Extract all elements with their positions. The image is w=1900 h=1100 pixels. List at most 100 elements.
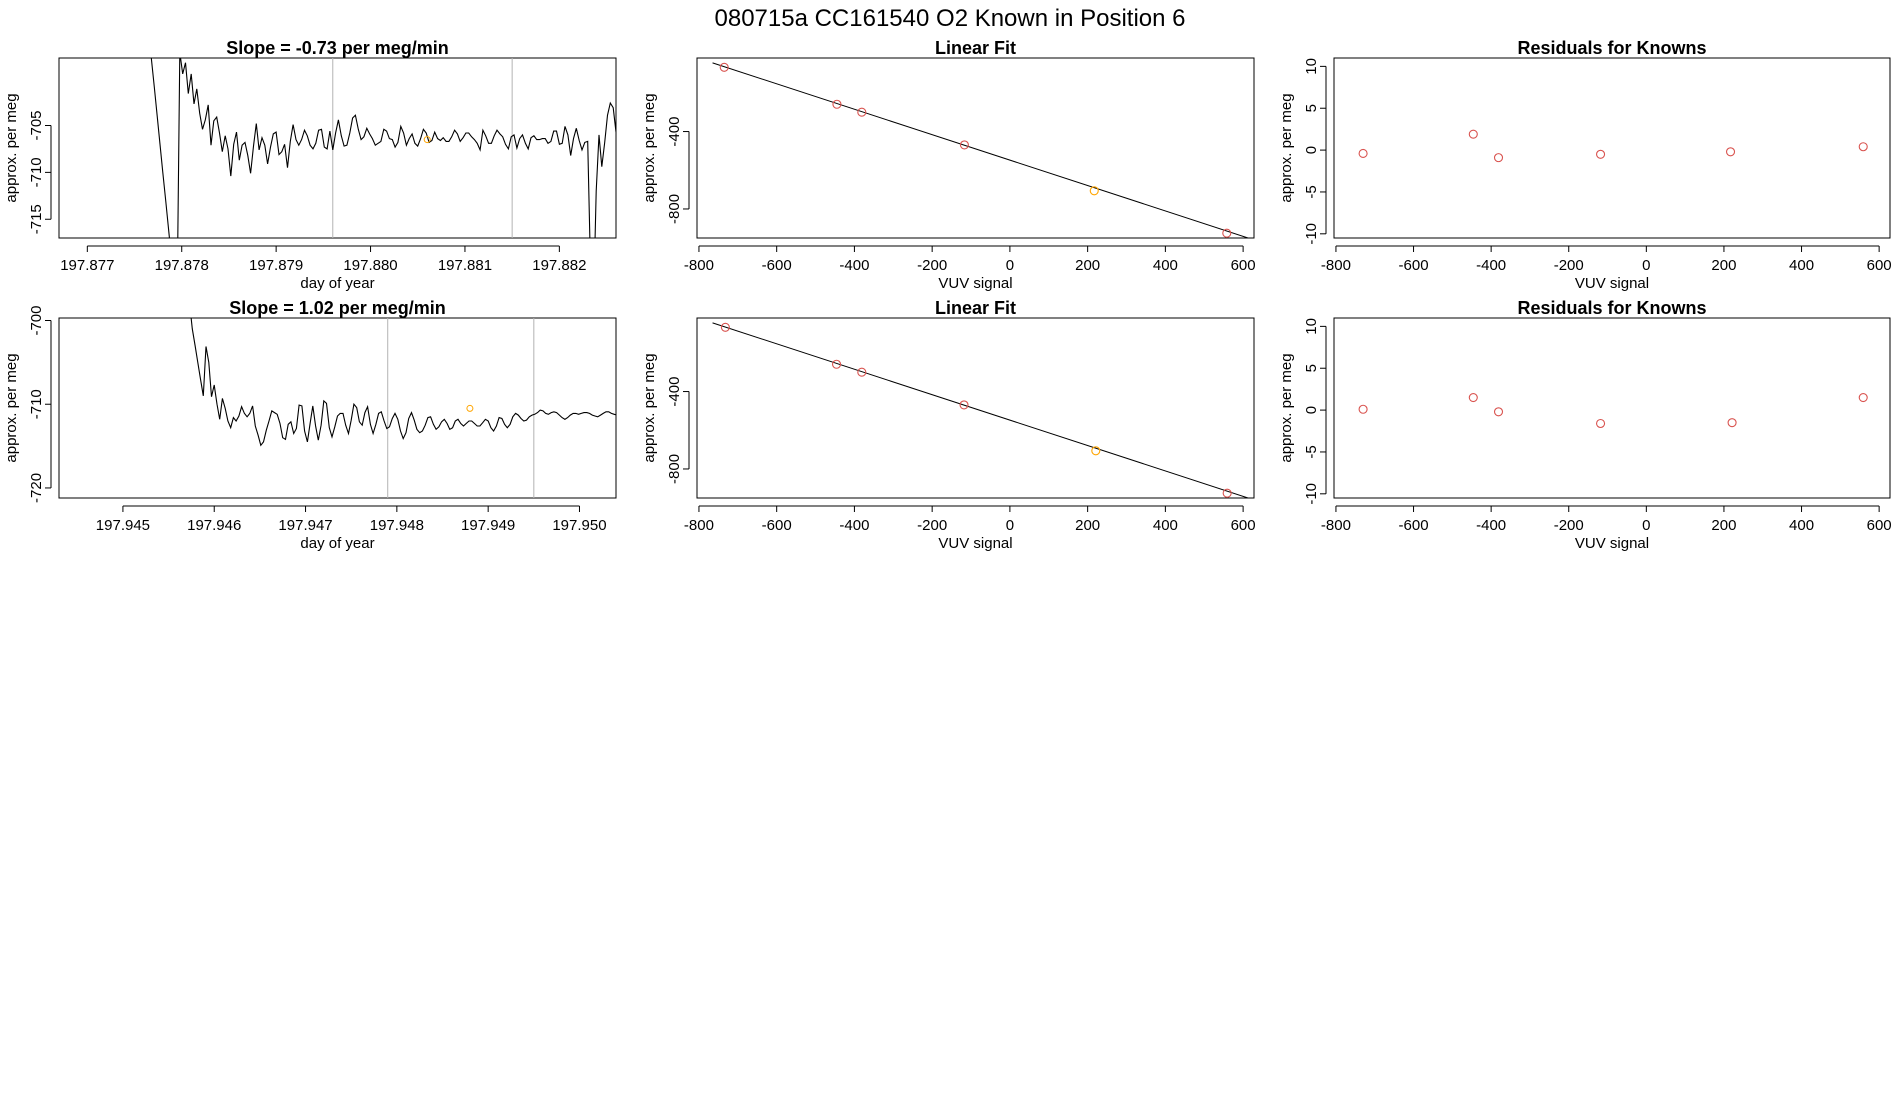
y-tick-label: -5 [1303, 185, 1320, 198]
y-tick-label: 5 [1303, 364, 1320, 372]
x-tick-label: 197.878 [155, 257, 209, 274]
x-tick-label: 0 [1006, 257, 1014, 274]
y-axis-label: approx. per meg [3, 93, 20, 202]
x-tick-label: 400 [1789, 517, 1814, 534]
x-tick-label: -400 [1476, 257, 1506, 274]
highlight-point [423, 136, 431, 144]
panels-container: Slope = -0.73 per meg/min 197.877 197.878 1… [3, 38, 1892, 552]
x-axis-label: VUV signal [1575, 275, 1649, 292]
fit-line [712, 322, 1250, 498]
x-tick-label: 197.948 [370, 517, 424, 534]
x-tick-label: -200 [1554, 257, 1584, 274]
x-tick-label: 200 [1075, 517, 1100, 534]
known-point [959, 400, 969, 410]
y-tick-label: -5 [1303, 445, 1320, 458]
x-tick-label: 400 [1789, 257, 1814, 274]
x-tick-label: 600 [1867, 257, 1892, 274]
y-tick-label: -715 [28, 204, 45, 234]
panel-title: Slope = -0.73 per meg/min [226, 38, 449, 58]
y-tick-label: 10 [1303, 318, 1320, 335]
highlight-point [466, 404, 474, 412]
x-tick-label: 197.881 [438, 257, 492, 274]
x-tick-label: 197.882 [532, 257, 586, 274]
x-tick-label: -400 [839, 257, 869, 274]
plot-frame [58, 57, 617, 239]
plot-area [1358, 392, 1868, 429]
panel-title: Residuals for Knowns [1517, 38, 1706, 58]
known-point [1222, 228, 1232, 238]
x-tick-label: 200 [1711, 257, 1736, 274]
x-tick-label: -600 [762, 257, 792, 274]
plot-frame [696, 317, 1255, 499]
known-point [1725, 147, 1736, 157]
x-axis-label: VUV signal [938, 535, 1012, 552]
x-tick-label: -600 [1399, 517, 1429, 534]
x-axis-label: VUV signal [938, 275, 1012, 292]
signal-trace [150, 58, 616, 238]
x-tick-label: -200 [917, 257, 947, 274]
x-tick-label: -400 [1476, 517, 1506, 534]
x-tick-label: 0 [1642, 517, 1650, 534]
unknown-point [1089, 186, 1099, 196]
x-tick-label: 197.945 [96, 517, 150, 534]
chart-panel-3: Residuals for Knowns -800 -600 -400 -200 0 200… [1278, 38, 1892, 292]
x-tick-label: 197.880 [343, 257, 397, 274]
x-tick-label: 197.879 [249, 257, 303, 274]
known-point [1596, 149, 1606, 159]
x-axis-label: VUV signal [1575, 535, 1649, 552]
x-tick-label: 400 [1153, 517, 1178, 534]
known-point [720, 322, 730, 332]
known-point [832, 99, 842, 109]
y-tick-label: -400 [666, 377, 683, 407]
x-tick-label: 197.950 [552, 517, 606, 534]
y-tick-label: -10 [1303, 483, 1320, 505]
known-point [1858, 392, 1868, 403]
panel-title: Linear Fit [935, 298, 1016, 318]
known-point [1727, 418, 1737, 428]
x-axis-label: day of year [300, 275, 374, 292]
plot-area [712, 322, 1250, 498]
x-tick-label: -600 [1399, 257, 1429, 274]
y-tick-label: 0 [1303, 146, 1320, 154]
plot-area [1358, 129, 1868, 163]
known-point [831, 359, 842, 369]
y-axis-label: approx. per meg [3, 353, 20, 462]
x-axis-label: day of year [300, 535, 374, 552]
y-tick-label: 0 [1303, 406, 1320, 414]
x-tick-label: 197.949 [461, 517, 515, 534]
chart-panel-4: Slope = 1.02 per meg/min 197.945 197.946 19… [3, 298, 617, 552]
panel-title: Linear Fit [935, 38, 1016, 58]
y-tick-label: -400 [666, 117, 683, 147]
y-tick-label: -10 [1303, 223, 1320, 245]
plot-frame [1333, 57, 1891, 239]
x-tick-label: 197.877 [60, 257, 114, 274]
y-tick-label: -720 [28, 473, 45, 503]
x-tick-label: -800 [1321, 257, 1351, 274]
panel-title: Slope = 1.02 per meg/min [229, 298, 446, 318]
x-tick-label: 197.946 [187, 517, 241, 534]
known-point [959, 140, 969, 150]
known-point [719, 62, 729, 72]
x-tick-label: -600 [762, 517, 792, 534]
y-tick-label: 10 [1303, 58, 1320, 75]
known-point [1358, 404, 1368, 414]
known-point [857, 107, 867, 117]
x-tick-label: -800 [684, 257, 714, 274]
known-point [1493, 407, 1504, 417]
y-tick-label: -800 [666, 454, 683, 484]
plot-frame [1333, 317, 1891, 499]
y-tick-label: -710 [28, 389, 45, 419]
known-point [1468, 392, 1478, 403]
figure-title: 080715a CC161540 O2 Known in Position 6 [715, 5, 1186, 32]
x-tick-label: -400 [839, 517, 869, 534]
known-point [1222, 488, 1232, 498]
chart-panel-5: Linear Fit -800 -600 -400 -200 0 200 400 600 VUV … [641, 298, 1256, 552]
unknown-point [1091, 446, 1101, 456]
panel-title: Residuals for Knowns [1517, 298, 1706, 318]
x-tick-label: 200 [1711, 517, 1736, 534]
x-tick-label: 400 [1153, 257, 1178, 274]
x-tick-label: 200 [1075, 257, 1100, 274]
x-tick-label: 600 [1231, 257, 1256, 274]
x-tick-label: 197.947 [278, 517, 332, 534]
